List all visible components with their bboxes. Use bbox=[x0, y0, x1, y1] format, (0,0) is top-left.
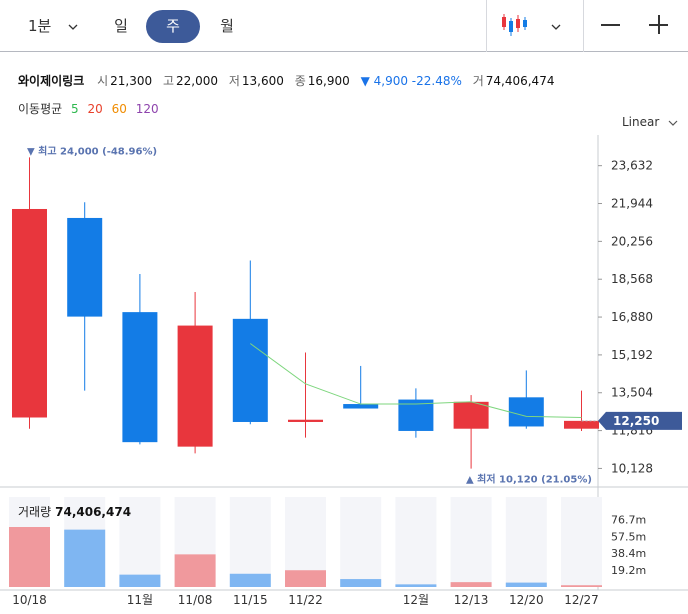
candle-body bbox=[177, 325, 213, 447]
chevron-down-icon bbox=[68, 24, 78, 30]
candle-body bbox=[453, 401, 489, 429]
stock-name: 와이제이링크 bbox=[18, 74, 85, 88]
volume-bar bbox=[561, 585, 602, 587]
volume-bar-background bbox=[340, 497, 382, 587]
x-tick-label: 11/15 bbox=[233, 593, 268, 607]
volume-bar-background bbox=[119, 497, 161, 587]
tab-month[interactable]: 월 bbox=[220, 17, 234, 35]
volume-bar bbox=[9, 527, 50, 587]
x-tick-label: 10/18 bbox=[12, 593, 47, 607]
volume-summary-value: 74,406,474 bbox=[485, 74, 555, 88]
volume-bar bbox=[119, 574, 161, 587]
ma-5[interactable]: 5 bbox=[71, 102, 79, 116]
minute-period-select[interactable]: 1분 bbox=[28, 10, 88, 43]
candle-body bbox=[564, 420, 599, 429]
volume-label: 거래량 bbox=[18, 505, 52, 519]
low-label: 저 bbox=[228, 74, 240, 88]
y-tick-label: 10,128 bbox=[611, 461, 653, 475]
candle-body bbox=[288, 419, 323, 422]
candle-body bbox=[398, 399, 434, 431]
volume-bar-background bbox=[229, 497, 271, 587]
open-value: 21,300 bbox=[110, 74, 153, 88]
candle-body bbox=[12, 208, 47, 418]
change-value: ▼ 4,900 -22.48% bbox=[360, 74, 462, 88]
ma-20[interactable]: 20 bbox=[87, 102, 103, 116]
chart-type-chevron-icon[interactable] bbox=[551, 24, 561, 30]
moving-average-legend: 이동평균 5 20 60 120 bbox=[18, 100, 164, 117]
moving-average-label: 이동평균 bbox=[18, 102, 63, 116]
high-label: 고 bbox=[162, 74, 174, 88]
low-value: 13,600 bbox=[241, 74, 284, 88]
period-toolbar: 1분 일 주 월 bbox=[0, 0, 688, 52]
close-label: 종 bbox=[294, 74, 306, 88]
volume-bar bbox=[340, 579, 382, 587]
y-tick-label: 20,256 bbox=[611, 234, 653, 248]
volume-summary-label: 거 bbox=[472, 74, 484, 88]
volume-bar bbox=[174, 554, 216, 587]
high-value: 22,000 bbox=[176, 74, 218, 88]
open-label: 시 bbox=[97, 74, 109, 88]
x-tick-label: 12/27 bbox=[564, 593, 599, 607]
x-tick-label: 11/22 bbox=[288, 593, 323, 607]
current-price-label: 12,250 bbox=[613, 414, 659, 428]
candle-body bbox=[122, 312, 158, 443]
x-tick-label: 12/20 bbox=[509, 593, 544, 607]
volume-tick-label: 57.5m bbox=[611, 530, 646, 543]
volume-bar-background bbox=[505, 497, 547, 587]
volume-bar bbox=[395, 584, 437, 587]
y-tick-label: 18,568 bbox=[611, 272, 653, 286]
candle-body bbox=[232, 318, 268, 422]
volume-bar bbox=[450, 582, 492, 587]
chevron-down-icon bbox=[668, 120, 678, 126]
plus-icon[interactable] bbox=[648, 14, 670, 36]
y-tick-label: 15,192 bbox=[611, 348, 653, 362]
volume-bar-background bbox=[395, 497, 437, 587]
volume-tick-label: 76.7m bbox=[611, 513, 646, 526]
volume-bar-background bbox=[561, 497, 602, 587]
volume-bar bbox=[229, 573, 271, 587]
volume-bar bbox=[505, 582, 547, 587]
y-tick-label: 23,632 bbox=[611, 159, 653, 173]
volume-value: 74,406,474 bbox=[55, 505, 132, 519]
volume-panel-label: 거래량 74,406,474 bbox=[18, 503, 131, 520]
close-value: 16,900 bbox=[307, 74, 350, 88]
toolbar-divider bbox=[486, 0, 487, 52]
volume-tick-label: 38.4m bbox=[611, 547, 646, 560]
candle-body bbox=[508, 397, 544, 427]
volume-tick-label: 19.2m bbox=[611, 564, 646, 577]
y-tick-label: 21,944 bbox=[611, 197, 653, 211]
scale-select[interactable]: Linear bbox=[622, 115, 678, 129]
minute-period-label: 1분 bbox=[28, 17, 52, 35]
x-tick-label: 12/13 bbox=[454, 593, 489, 607]
toolbar-divider bbox=[583, 0, 584, 52]
y-tick-label: 16,880 bbox=[611, 310, 653, 324]
ma-120[interactable]: 120 bbox=[135, 102, 159, 116]
high-marker-label: ▼ 최고 24,000 (-48.96%) bbox=[27, 144, 157, 157]
volume-bar-background bbox=[450, 497, 492, 587]
ma-60[interactable]: 60 bbox=[111, 102, 127, 116]
candlestick-icon[interactable] bbox=[500, 12, 530, 38]
volume-bar bbox=[285, 570, 326, 587]
low-marker-label: ▲ 최저 10,120 (21.05%) bbox=[466, 473, 592, 486]
ma5-line bbox=[250, 343, 582, 418]
x-tick-label: 11/08 bbox=[178, 593, 213, 607]
y-tick-label: 13,504 bbox=[611, 386, 653, 400]
price-summary: 와이제이링크 시 21,300 고 22,000 저 13,600 종 16,900 ▼… bbox=[18, 72, 561, 89]
current-price-badge bbox=[598, 411, 682, 430]
x-tick-label: 11월 bbox=[127, 593, 153, 607]
x-tick-label: 12월 bbox=[403, 593, 429, 607]
candle-body bbox=[67, 217, 103, 317]
scale-select-label: Linear bbox=[622, 115, 660, 129]
tab-day[interactable]: 일 bbox=[114, 17, 128, 35]
minus-icon[interactable] bbox=[601, 24, 620, 26]
candle-body bbox=[343, 404, 379, 409]
tab-week[interactable]: 주 bbox=[146, 10, 200, 43]
volume-bar bbox=[64, 529, 106, 587]
